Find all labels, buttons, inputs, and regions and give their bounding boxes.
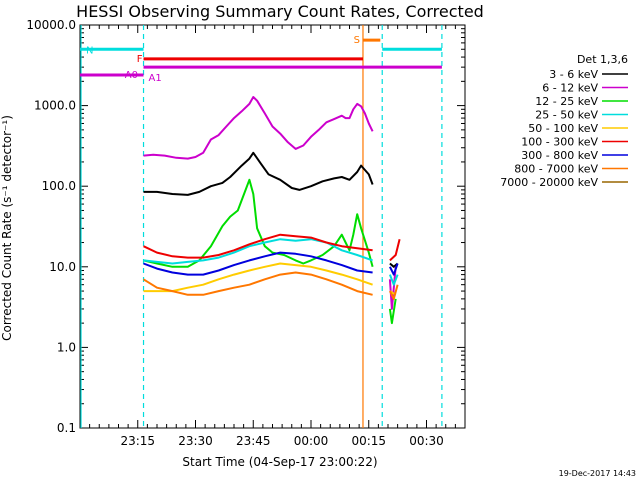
x-tick-label: 00:00 — [294, 434, 329, 448]
legend-item-label: 7000 - 20000 keV — [500, 176, 598, 189]
series-line — [388, 298, 397, 325]
legend-item-label: 6 - 12 keV — [542, 82, 598, 95]
chart-title: HESSI Observing Summary Count Rates, Cor… — [76, 2, 484, 21]
legend-item-label: 100 - 300 keV — [521, 136, 598, 149]
legend-item-label: 300 - 800 keV — [521, 149, 598, 162]
y-tick-label: 100.0 — [42, 179, 76, 193]
x-tick-label: 23:15 — [120, 434, 155, 448]
series-line — [389, 263, 399, 276]
x-axis-title: Start Time (04-Sep-17 23:00:22) — [182, 455, 377, 469]
series-line — [389, 284, 399, 300]
series-line — [143, 233, 373, 259]
x-tick-label: 00:15 — [351, 434, 386, 448]
series-line — [389, 238, 401, 262]
series-line — [143, 178, 374, 268]
attenuator-a0-bar-label: A0 — [125, 70, 138, 81]
legend-item-label: 3 - 6 keV — [549, 68, 598, 81]
y-tick-label: 10000.0 — [26, 18, 76, 32]
x-tick-label: 23:45 — [236, 434, 271, 448]
y-tick-label: 1.0 — [57, 340, 76, 354]
attenuator-a1-bar-label: A1 — [149, 73, 162, 84]
y-tick-label: 1000.0 — [34, 99, 76, 113]
night-marker-bar-label: N — [86, 45, 93, 56]
legend-item-label: 50 - 100 keV — [528, 122, 598, 135]
legend-item-label: 25 - 50 keV — [535, 109, 598, 122]
y-axis-title: Corrected Count Rate (s⁻¹ detector⁻¹) — [0, 115, 14, 341]
series-line — [143, 96, 374, 160]
series-line — [142, 271, 373, 296]
series-line — [388, 274, 399, 286]
series-line — [143, 151, 374, 196]
plot-frame — [79, 24, 466, 429]
plot-area: 0.1 1.0 10.0 100.0 1000.0 10000.0 23:15 23:30 23… — [26, 18, 466, 448]
timestamp: 19-Dec-2017 14:43 — [559, 469, 636, 478]
flare-flag-bar-label: F — [137, 54, 143, 65]
x-tick-label: 00:30 — [409, 434, 444, 448]
y-tick-label: 10.0 — [49, 260, 76, 274]
series-line — [143, 238, 373, 265]
saa-flag-bar-label: S — [354, 35, 360, 46]
legend-title: Det 1,3,6 — [577, 53, 628, 66]
y-tick-label: 0.1 — [57, 421, 76, 435]
x-tick-label: 23:30 — [178, 434, 213, 448]
series-line — [143, 251, 373, 276]
legend-item-label: 800 - 7000 keV — [514, 163, 598, 176]
series-line — [143, 262, 373, 293]
legend-item-label: 12 - 25 keV — [535, 95, 598, 108]
